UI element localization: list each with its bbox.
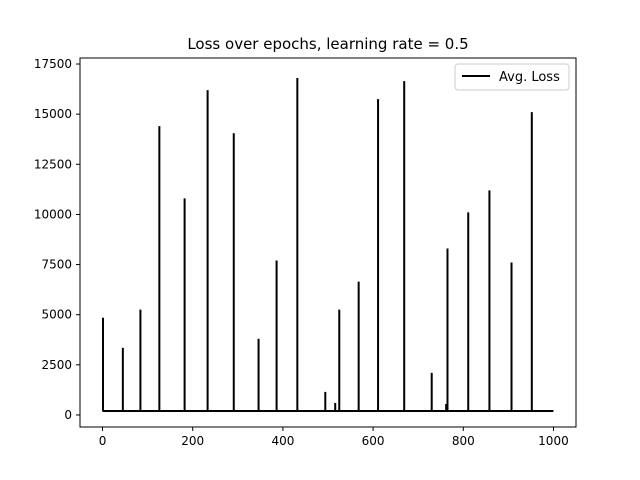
x-tick-label-600: 600 [362, 434, 385, 448]
chart-title: Loss over epochs, learning rate = 0.5 [187, 35, 468, 53]
y-tick-label-15000: 15000 [34, 107, 72, 121]
y-tick-label-7500: 7500 [41, 258, 72, 272]
x-axis: 0 200 400 600 800 1000 [99, 427, 569, 448]
plot-frame [79, 57, 577, 428]
legend-box [454, 63, 570, 91]
y-axis: 0 2500 5000 7500 10000 12500 15000 17500 [34, 57, 80, 422]
x-tick-label-200: 200 [181, 434, 204, 448]
x-tick-label-800: 800 [452, 434, 475, 448]
y-tick-label-2500: 2500 [41, 358, 72, 372]
y-tick-label-12500: 12500 [34, 157, 72, 171]
x-tick-label-0: 0 [99, 434, 107, 448]
y-tick-label-5000: 5000 [41, 308, 72, 322]
x-tick-label-1000: 1000 [538, 434, 569, 448]
legend-label: Avg. Loss [499, 70, 560, 85]
series-layer [101, 78, 554, 412]
y-tick-label-17500: 17500 [34, 57, 72, 71]
y-tick-label-10000: 10000 [34, 207, 72, 221]
y-tick-label-0: 0 [64, 408, 72, 422]
x-tick-label-400: 400 [271, 434, 294, 448]
legend: Avg. Loss [454, 63, 570, 91]
